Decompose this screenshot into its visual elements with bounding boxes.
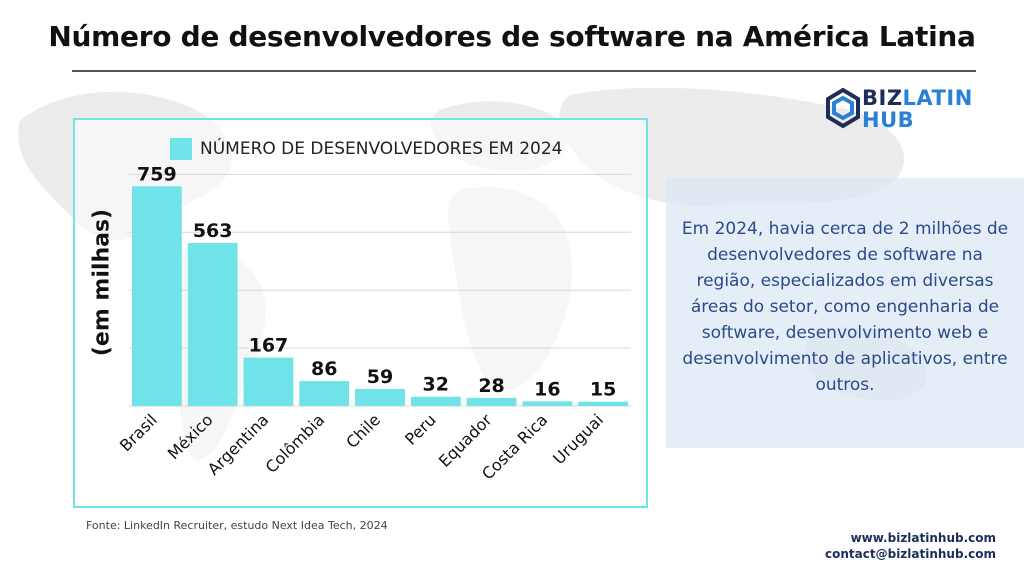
- x-tick-label-8: Uruguai: [549, 410, 607, 468]
- bizlatinhub-logo: BIZLATIN HUB: [826, 86, 976, 134]
- email-link[interactable]: contact@bizlatinhub.com: [825, 547, 996, 561]
- data-label-0: 759: [137, 163, 177, 185]
- bar-1: [187, 243, 238, 406]
- bar-0: [132, 186, 182, 406]
- x-tick-label-0: Brasil: [116, 410, 161, 455]
- bar-8: [578, 401, 628, 406]
- logo-mark-icon: [826, 88, 860, 129]
- bar-3: [299, 381, 350, 406]
- y-axis-label: (em milhas): [82, 209, 122, 365]
- data-label-3: 86: [311, 358, 337, 380]
- x-tick-label-3: Colômbia: [262, 410, 329, 477]
- logo-wordmark-top: BIZLATIN: [862, 86, 973, 110]
- bar-2: [243, 357, 294, 406]
- logo-hub: HUB: [862, 108, 915, 132]
- data-label-7: 16: [534, 378, 560, 400]
- data-label-5: 32: [423, 374, 449, 396]
- source-note: Fonte: LinkedIn Recruiter, estudo Next I…: [86, 519, 388, 532]
- legend-swatch: [170, 138, 192, 160]
- data-label-1: 563: [193, 220, 233, 242]
- bar-chart: 759 Brasil 563 México 167 Argentina 86 Colômbia…: [116, 163, 631, 483]
- logo-biz: BIZ: [862, 86, 903, 110]
- title-divider: [72, 70, 976, 72]
- x-tick-label-1: México: [164, 410, 217, 463]
- data-label-2: 167: [249, 335, 289, 357]
- bar-5: [410, 396, 461, 406]
- bar-7: [522, 401, 573, 406]
- info-box: Em 2024, havia cerca de 2 milhões de des…: [666, 178, 1024, 448]
- legend-label: NÚMERO DE DESENVOLVEDORES EM 2024: [200, 139, 563, 159]
- data-label-6: 28: [478, 375, 504, 397]
- bar-6: [466, 397, 517, 406]
- x-tick-label-5: Peru: [401, 410, 440, 449]
- data-label-4: 59: [367, 366, 393, 388]
- x-tick-label-4: Chile: [342, 410, 384, 452]
- contact-block: www.bizlatinhub.com contact@bizlatinhub.…: [820, 530, 996, 562]
- logo-latin: LATIN: [902, 86, 973, 110]
- x-tick-label-2: Argentina: [204, 410, 273, 479]
- y-axis-label-text: (em milhas): [89, 208, 115, 357]
- info-text: Em 2024, havia cerca de 2 milhões de des…: [681, 219, 1009, 395]
- bar-4: [355, 388, 405, 406]
- website-link[interactable]: www.bizlatinhub.com: [850, 531, 996, 545]
- page-title: Número de desenvolvedores de software na…: [48, 20, 976, 53]
- data-label-8: 15: [590, 379, 616, 401]
